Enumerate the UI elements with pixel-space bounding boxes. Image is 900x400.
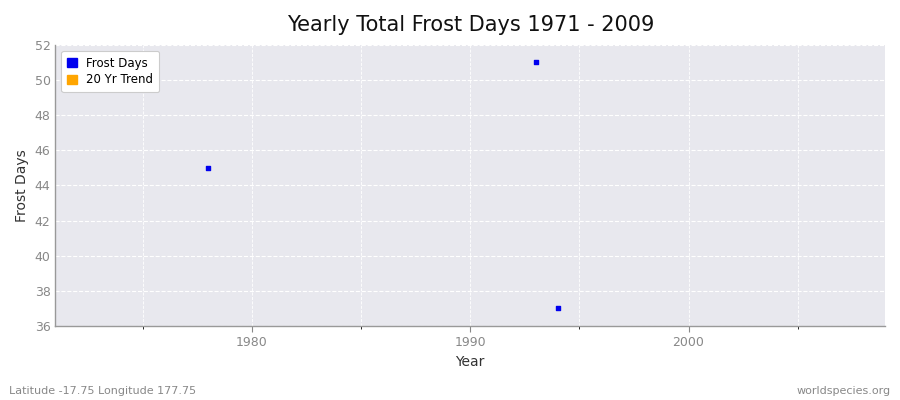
Point	[201, 165, 215, 171]
Title: Yearly Total Frost Days 1971 - 2009: Yearly Total Frost Days 1971 - 2009	[286, 15, 654, 35]
Point	[550, 305, 564, 312]
Text: worldspecies.org: worldspecies.org	[796, 386, 891, 396]
X-axis label: Year: Year	[455, 355, 485, 369]
Y-axis label: Frost Days: Frost Days	[15, 149, 29, 222]
Point	[528, 59, 543, 66]
Legend: Frost Days, 20 Yr Trend: Frost Days, 20 Yr Trend	[61, 51, 159, 92]
Text: Latitude -17.75 Longitude 177.75: Latitude -17.75 Longitude 177.75	[9, 386, 196, 396]
